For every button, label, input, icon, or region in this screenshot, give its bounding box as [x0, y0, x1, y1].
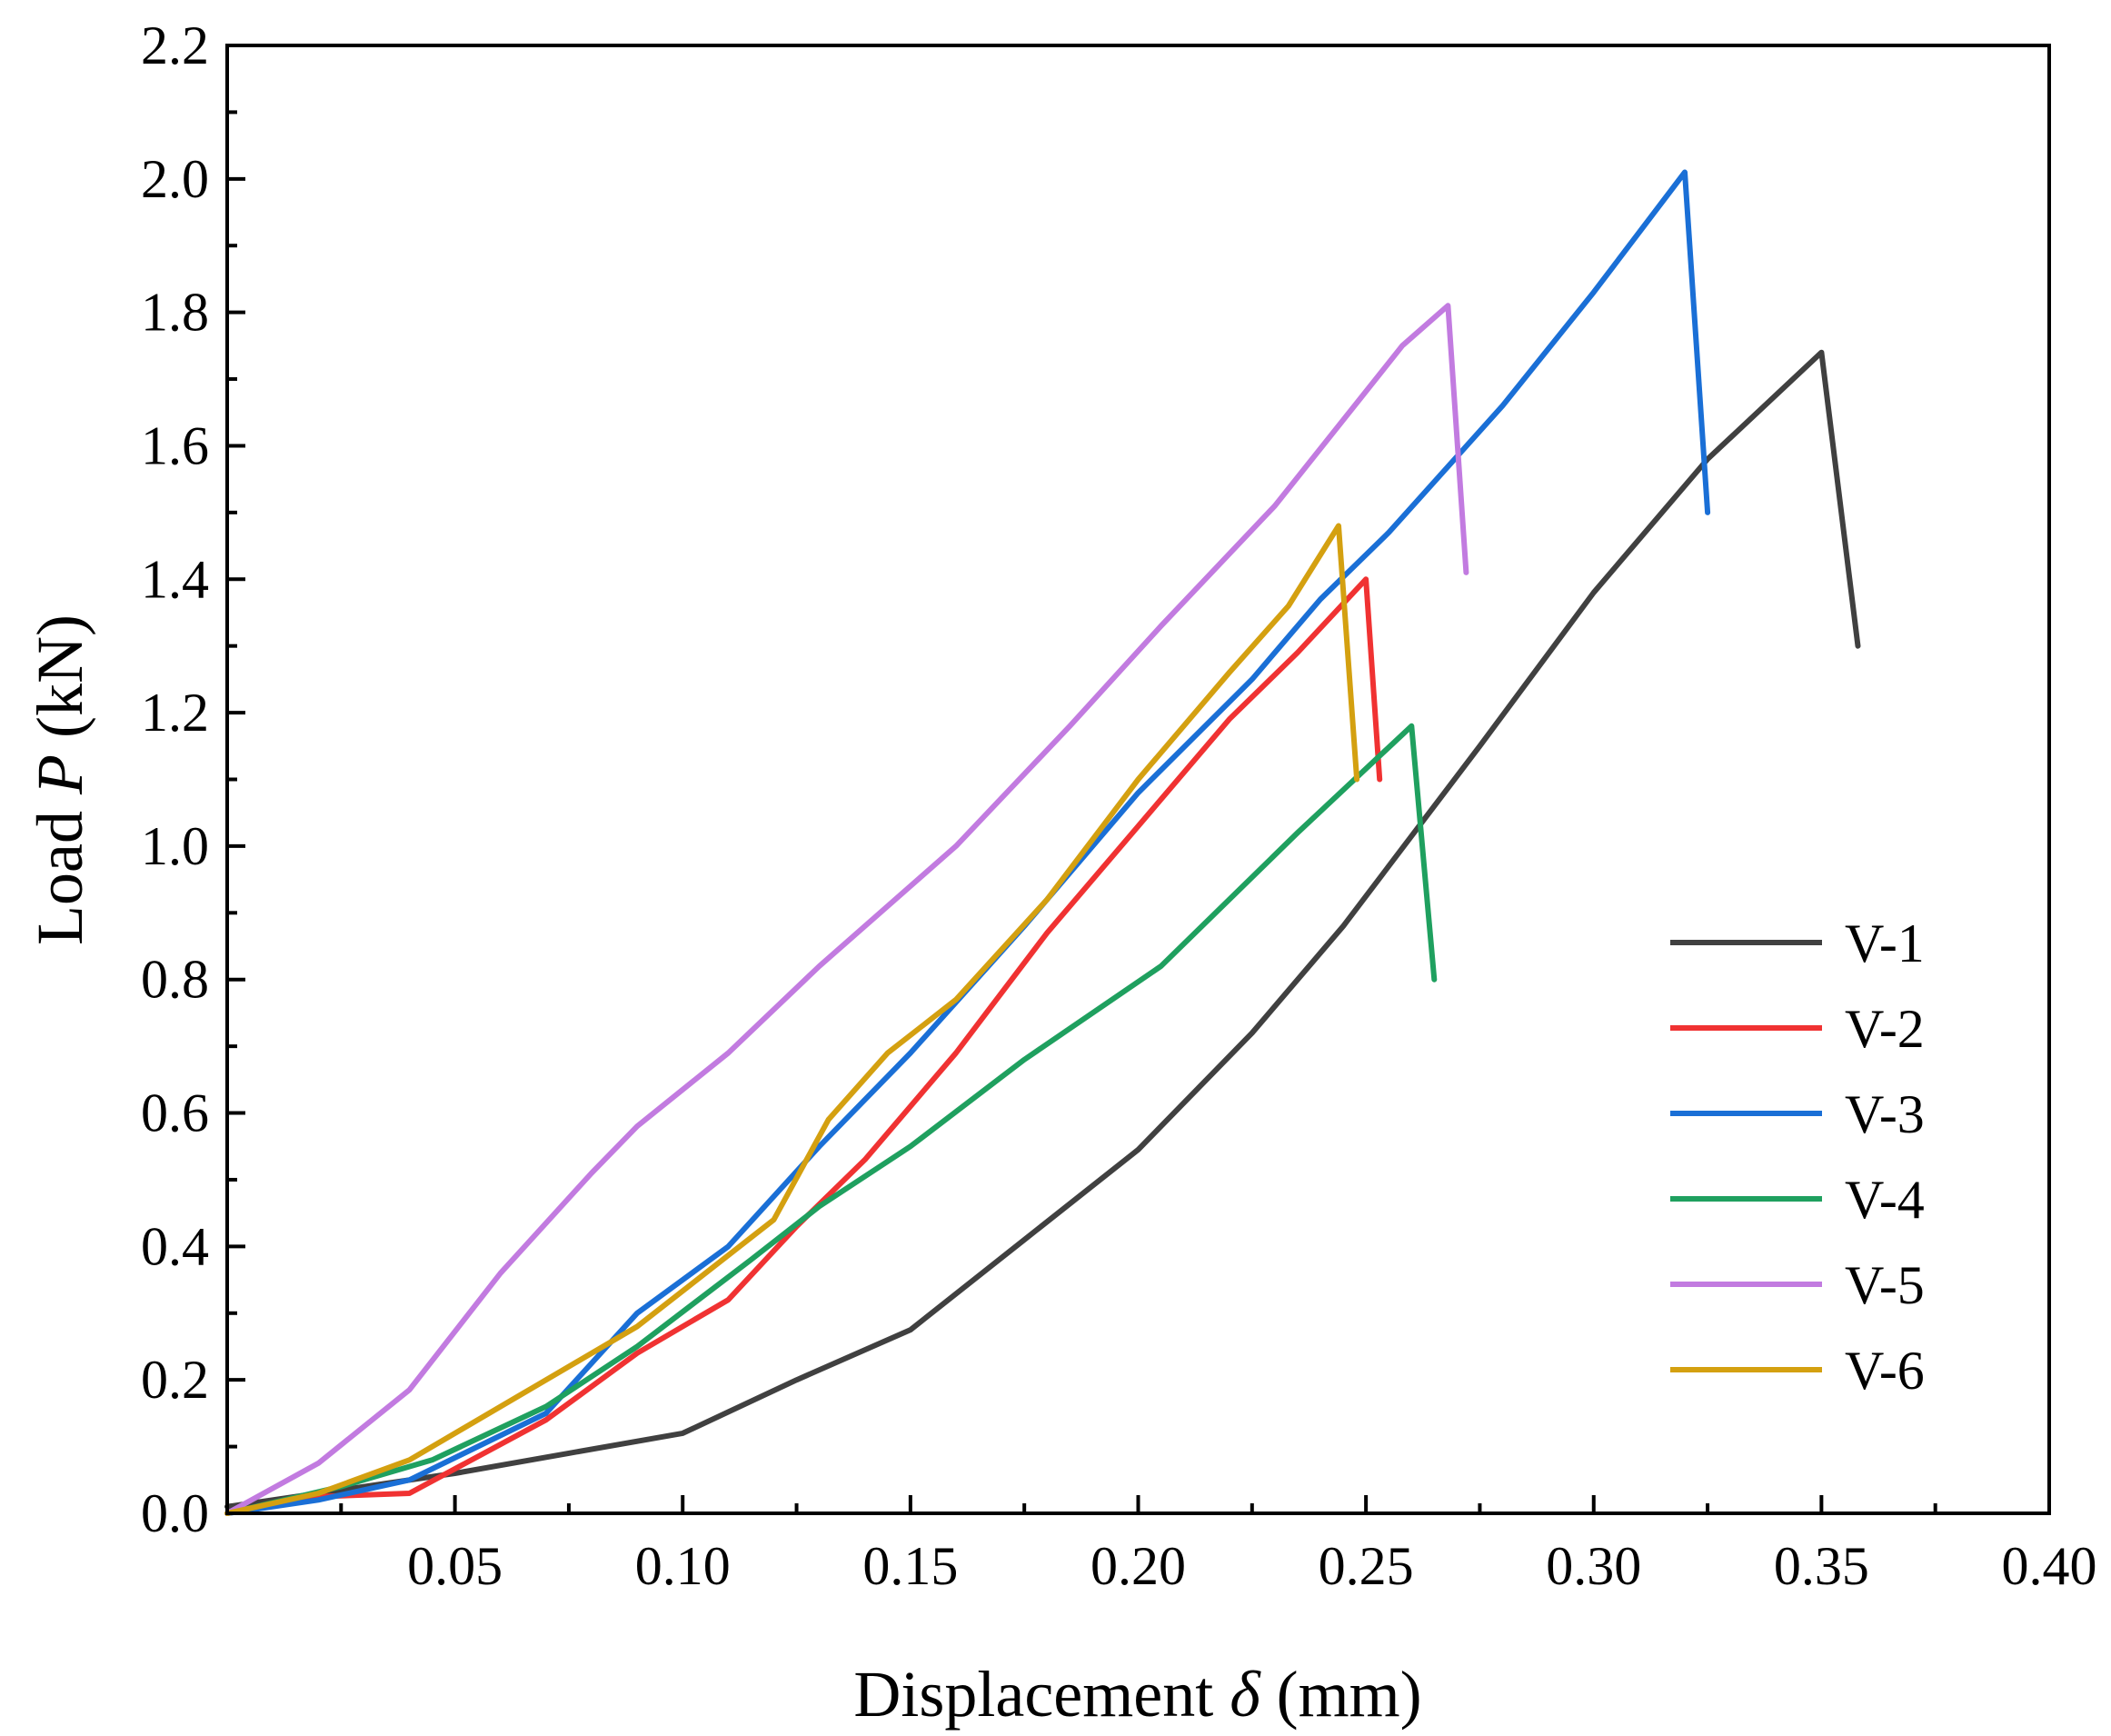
- y-tick-label: 0.4: [141, 1216, 209, 1276]
- y-axis-title: Load P (kN): [24, 614, 96, 945]
- y-tick-label: 2.2: [141, 15, 209, 75]
- series-line-v-4: [224, 723, 1438, 1516]
- y-tick-label: 1.4: [141, 549, 209, 609]
- y-tick-label: 1.0: [141, 816, 209, 876]
- legend-label-v-2: V-2: [1845, 999, 1925, 1059]
- x-tick-label: 0.25: [1319, 1536, 1414, 1596]
- y-tick-label: 0.6: [141, 1083, 209, 1143]
- x-tick-label: 0.15: [862, 1536, 958, 1596]
- legend-label-v-5: V-5: [1845, 1255, 1925, 1315]
- legend-label-v-6: V-6: [1845, 1341, 1925, 1401]
- y-tick-label: 0.0: [141, 1483, 209, 1543]
- legend-label-v-4: V-4: [1845, 1170, 1925, 1230]
- series-line-v-5: [224, 303, 1469, 1516]
- tick-layer: 0.05 0.10 0.15 0.20 0.25 0.30 0.35 0.40 0.0 0.2 0.…: [141, 15, 2097, 1596]
- legend-label-v-1: V-1: [1845, 913, 1925, 973]
- x-tick-label: 0.40: [2002, 1536, 2097, 1596]
- y-tick-label: 1.6: [141, 415, 209, 475]
- series-layer: [224, 169, 1861, 1516]
- series-line-v-6: [224, 523, 1360, 1516]
- y-tick-label: 1.2: [141, 683, 209, 743]
- x-tick-label: 0.35: [1774, 1536, 1869, 1596]
- y-tick-label: 2.0: [141, 149, 209, 209]
- series-line-v-3: [224, 169, 1711, 1516]
- series-line-v-1: [224, 349, 1861, 1510]
- x-tick-label: 0.30: [1546, 1536, 1641, 1596]
- y-tick-label: 0.8: [141, 950, 209, 1010]
- x-tick-label: 0.10: [635, 1536, 731, 1596]
- y-tick-label: 1.8: [141, 283, 209, 343]
- legend-label-v-3: V-3: [1845, 1084, 1925, 1144]
- x-axis-title: Displacement δ (mm): [853, 1658, 1421, 1731]
- y-tick-label: 0.2: [141, 1350, 209, 1410]
- x-tick-label: 0.20: [1090, 1536, 1186, 1596]
- x-tick-label: 0.05: [407, 1536, 503, 1596]
- legend: V-1 V-2 V-3 V-4 V-5 V-6: [1670, 913, 1925, 1401]
- series-line-v-2: [224, 576, 1383, 1516]
